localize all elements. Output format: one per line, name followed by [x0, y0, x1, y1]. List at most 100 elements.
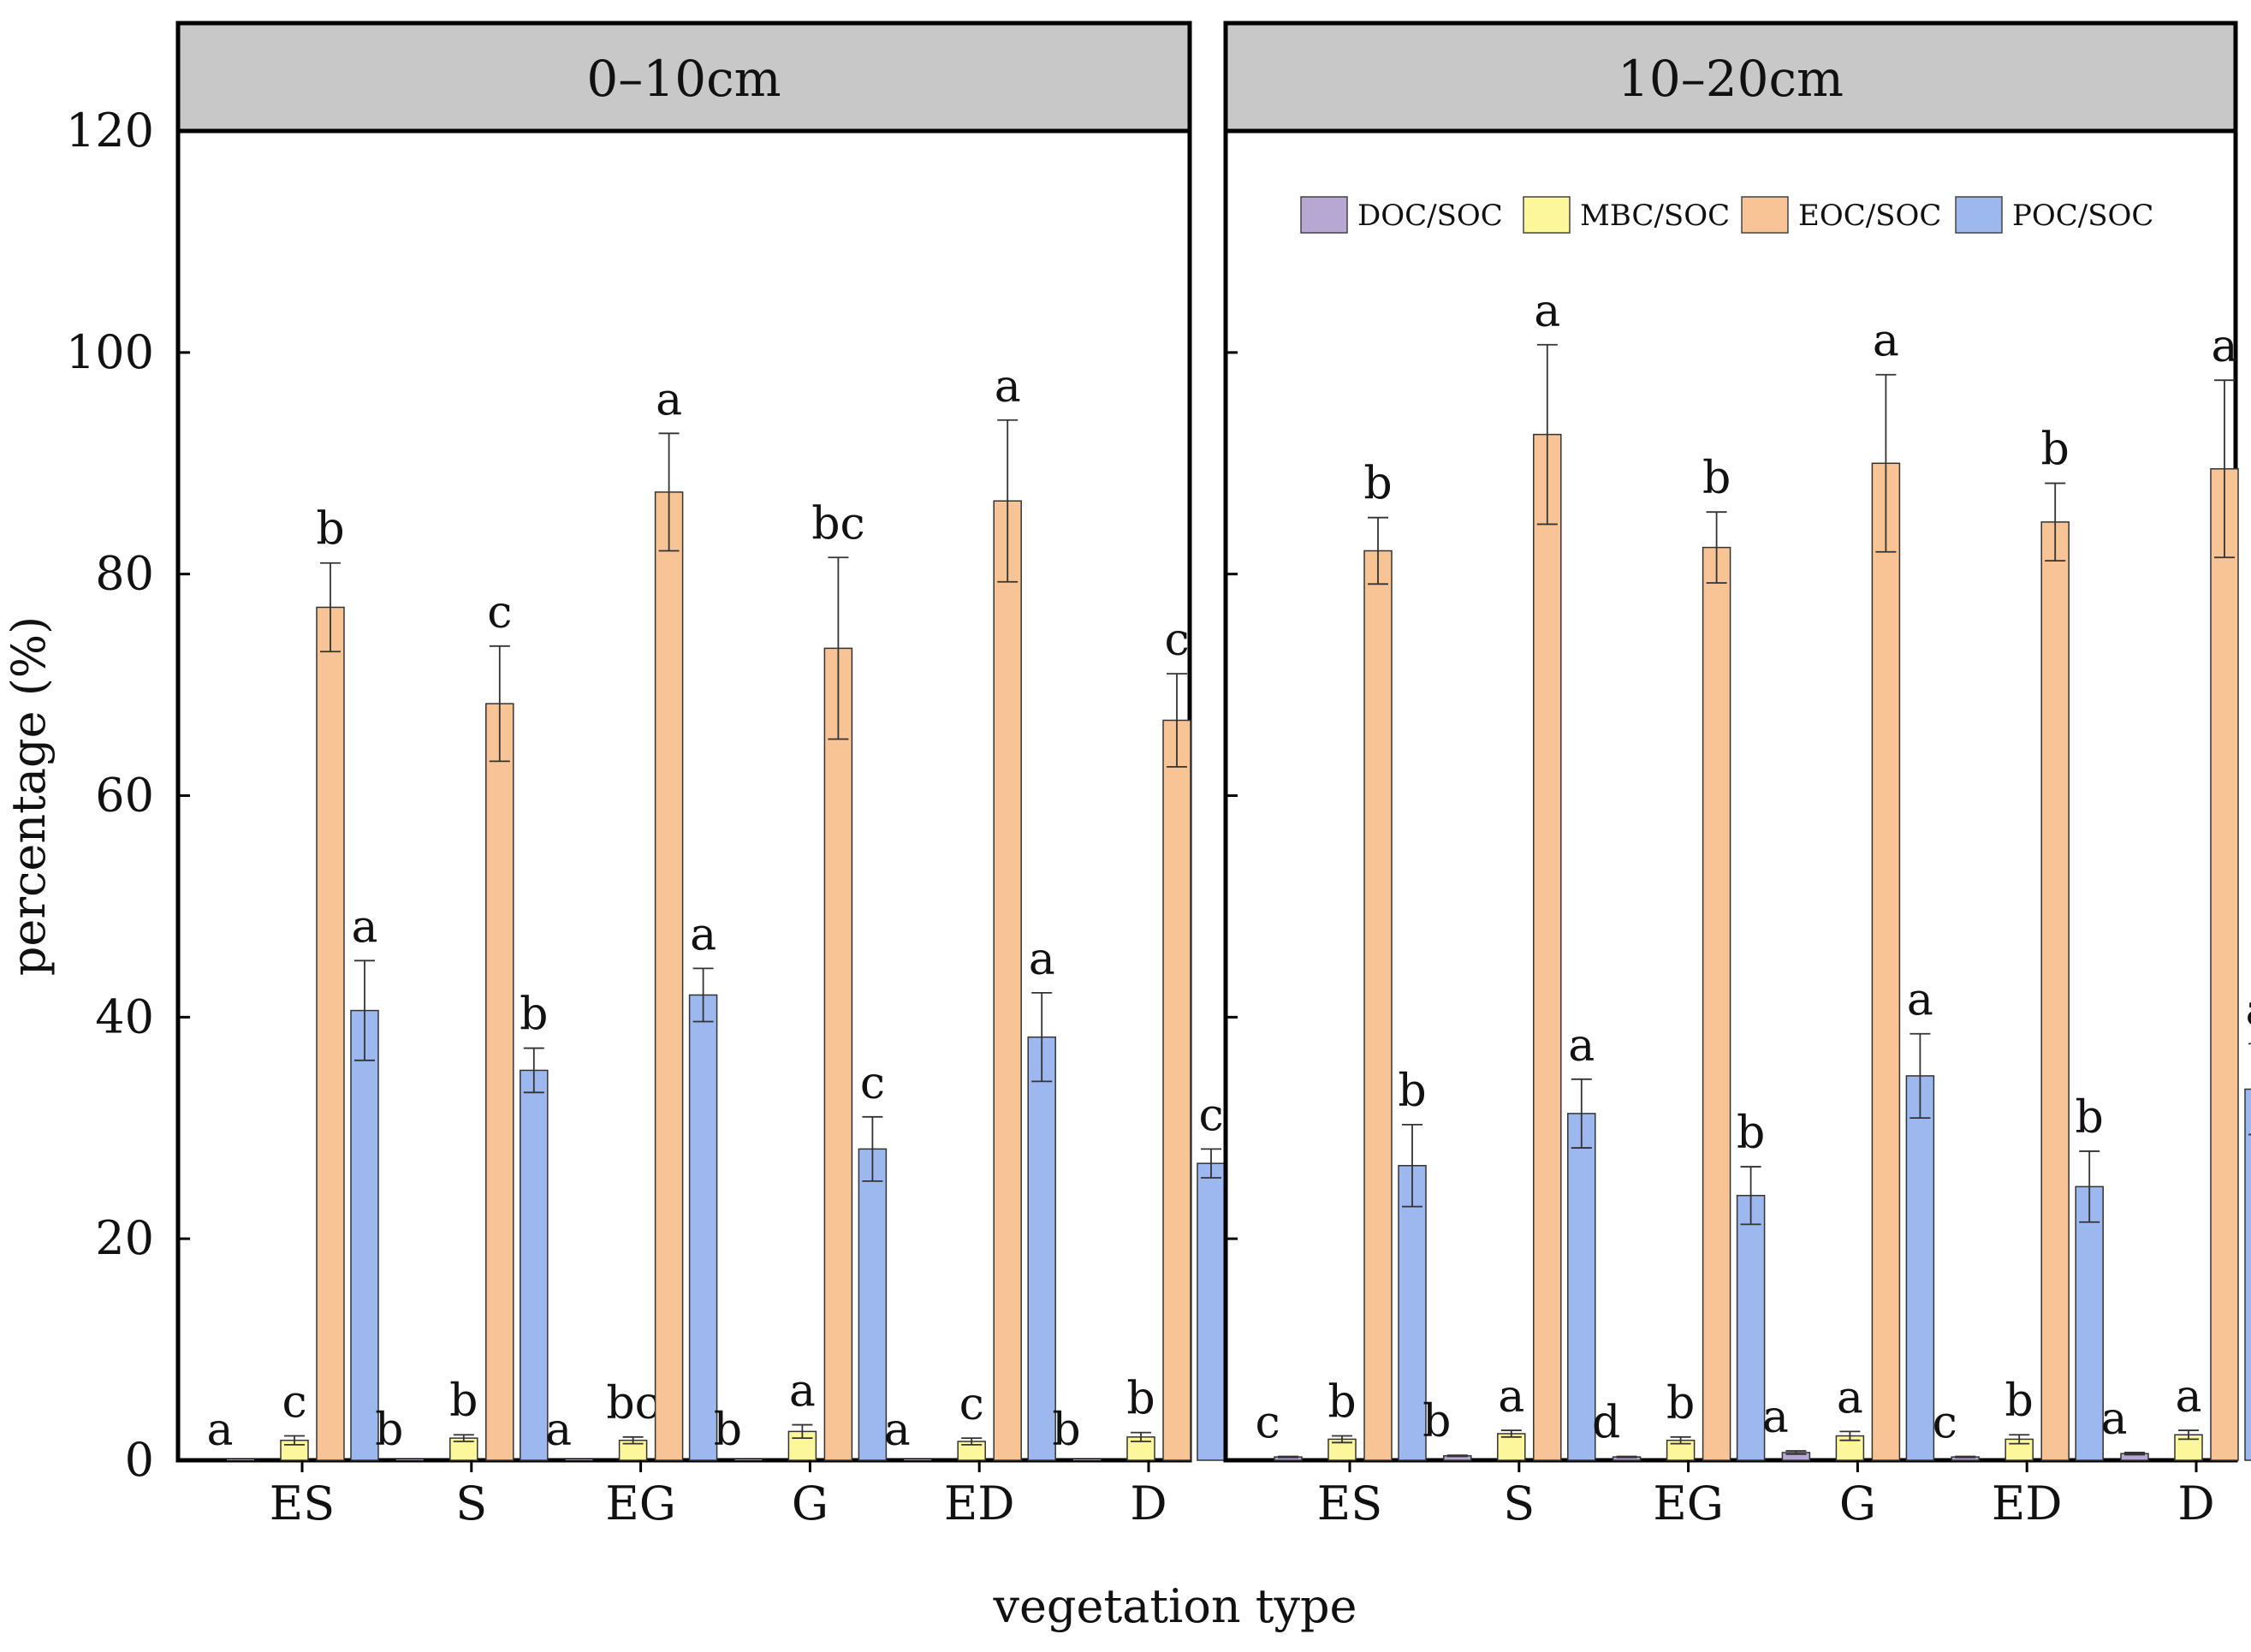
significance-label: b: [1052, 1405, 1080, 1456]
significance-label: c: [1933, 1397, 1957, 1448]
x-tick-label-g: G: [1839, 1477, 1876, 1530]
significance-label: a: [2175, 1371, 2201, 1423]
significance-label: a: [1498, 1371, 1524, 1423]
bar-eoc-soc-ed: [993, 500, 1022, 1461]
significance-label: a: [1029, 934, 1055, 985]
significance-label: a: [2245, 984, 2251, 1036]
legend: DOC/SOC MBC/SOC EOC/SOC POC/SOC: [1300, 196, 2153, 234]
significance-label: b: [1398, 1066, 1426, 1117]
bar-eoc-soc-d: [1162, 719, 1191, 1461]
bar-doc-soc-d: [1073, 1459, 1101, 1460]
bar-eoc-soc-s: [1533, 433, 1562, 1461]
legend-label-doc-soc: DOC/SOC: [1357, 199, 1503, 233]
x-tick-label-d: D: [1130, 1477, 1167, 1530]
x-tick-label-eg: EG: [605, 1477, 676, 1530]
legend-label-eoc-soc: EOC/SOC: [1798, 199, 1941, 233]
significance-label: a: [995, 361, 1021, 413]
significance-label: b: [2041, 425, 2070, 476]
bar-eoc-soc-eg: [654, 491, 684, 1461]
bar-poc-soc-d: [2244, 1088, 2251, 1461]
bar-poc-soc-es: [350, 1009, 379, 1461]
significance-label: b: [2005, 1376, 2034, 1427]
significance-label: a: [1873, 316, 1899, 367]
y-tick-label: 80: [95, 547, 154, 601]
bar-poc-soc-ed: [2075, 1186, 2104, 1461]
legend-label-mbc-soc: MBC/SOC: [1580, 199, 1730, 233]
significance-label: b: [1666, 1378, 1695, 1429]
bar-poc-soc-s: [520, 1069, 549, 1461]
x-tick-label-g: G: [792, 1477, 829, 1530]
legend-swatch-poc-soc: [1955, 196, 2003, 234]
x-tick-label-eg: EG: [1653, 1477, 1724, 1530]
significance-label: b: [1702, 453, 1731, 504]
legend-swatch-eoc-soc: [1741, 196, 1789, 234]
significance-label: b: [316, 504, 344, 556]
x-tick-label-es: ES: [270, 1477, 335, 1530]
significance-label: a: [690, 909, 716, 960]
significance-label: a: [1762, 1392, 1789, 1443]
significance-label: b: [1737, 1108, 1765, 1159]
x-axis-title: vegetation type: [992, 1579, 1357, 1633]
significance-label: a: [789, 1366, 816, 1417]
panel-strip-title: 0–10cm: [586, 50, 781, 108]
panel-2: 10–20cmcbbbESbaaaSdbbbEGaaaaGcbbbEDaaaaD: [1223, 21, 2251, 1530]
significance-label: a: [656, 374, 682, 425]
panel-strip-title: 10–20cm: [1618, 50, 1844, 108]
significance-label: c: [1198, 1090, 1223, 1141]
bar-doc-soc-eg: [565, 1459, 593, 1460]
x-tick-label-ed: ED: [944, 1477, 1015, 1530]
significance-label: a: [351, 901, 377, 953]
significance-label: c: [282, 1377, 306, 1429]
significance-label: b: [2076, 1092, 2104, 1144]
legend-swatch-doc-soc: [1300, 196, 1348, 234]
significance-label: b: [375, 1405, 403, 1456]
bar-poc-soc-d: [1197, 1162, 1226, 1461]
bar-eoc-soc-d: [2210, 467, 2239, 1461]
significance-label: b: [520, 989, 548, 1041]
significance-label: b: [714, 1405, 742, 1456]
bar-doc-soc-es: [227, 1459, 254, 1460]
x-tick-label-es: ES: [1317, 1477, 1382, 1530]
y-axis-title: percentage (%): [2, 616, 56, 976]
bar-eoc-soc-ed: [2040, 521, 2070, 1461]
significance-label: c: [1255, 1397, 1280, 1448]
y-tick-label: 20: [95, 1211, 154, 1265]
significance-label: c: [959, 1379, 984, 1430]
x-tick-label-d: D: [2177, 1477, 2214, 1530]
y-tick-label: 100: [66, 325, 154, 379]
x-tick-label-ed: ED: [1992, 1477, 2063, 1530]
significance-label: a: [1568, 1020, 1595, 1072]
bar-poc-soc-eg: [688, 994, 718, 1461]
y-tick-label: 0: [125, 1433, 154, 1487]
significance-label: a: [545, 1405, 572, 1456]
panels-layer: 0–10cm020406080100120acbaESbbcbSabcaaEGb…: [66, 21, 2251, 1530]
legend-swatch-mbc-soc: [1523, 196, 1571, 234]
bar-poc-soc-eg: [1736, 1194, 1766, 1461]
significance-label: a: [884, 1405, 911, 1456]
y-tick-label: 60: [95, 769, 154, 823]
significance-label: b: [1422, 1396, 1451, 1447]
bar-poc-soc-es: [1398, 1165, 1427, 1461]
y-tick-label: 40: [95, 989, 154, 1043]
significance-label: bc: [606, 1378, 659, 1429]
y-tick-label: 120: [66, 104, 154, 157]
bar-eoc-soc-g: [1871, 462, 1901, 1461]
significance-label: a: [1907, 975, 1933, 1026]
significance-label: a: [1534, 286, 1560, 337]
significance-label: b: [1327, 1377, 1356, 1429]
significance-label: c: [860, 1058, 885, 1109]
panel-strip: [175, 21, 1192, 134]
bar-eoc-soc-g: [823, 647, 853, 1461]
significance-label: b: [449, 1376, 478, 1427]
bar-poc-soc-ed: [1027, 1036, 1056, 1461]
significance-label: a: [2100, 1394, 2127, 1445]
significance-label: a: [1837, 1372, 1863, 1423]
bar-doc-soc-g: [734, 1459, 763, 1460]
bar-poc-soc-g: [858, 1148, 888, 1461]
bar-eoc-soc-es: [316, 606, 345, 1461]
bar-doc-soc-s: [395, 1459, 424, 1460]
significance-label: c: [1164, 615, 1189, 666]
significance-label: c: [487, 587, 512, 639]
significance-label: a: [206, 1405, 233, 1456]
